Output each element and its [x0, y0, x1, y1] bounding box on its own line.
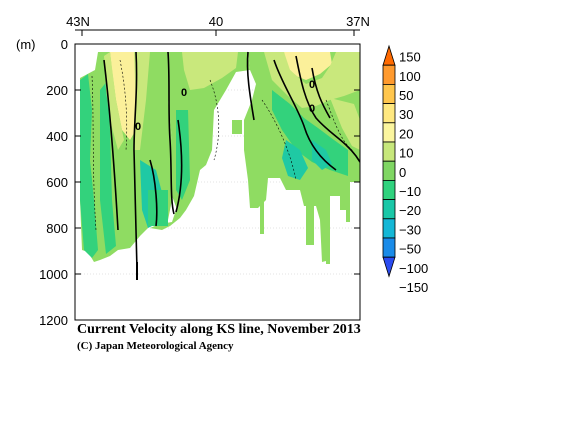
y-tick-label: 1200 [39, 313, 68, 328]
contour-lines [103, 51, 360, 280]
y-axis-ticks-right [354, 43, 360, 275]
colorbar-label: 100 [399, 69, 421, 84]
colorbar-band [382, 84, 396, 105]
field-east-strip3 [326, 196, 330, 264]
x-tick-label-1: 40 [209, 14, 223, 29]
colorbar-band [382, 141, 396, 162]
colorbar-label: 30 [399, 107, 413, 122]
x-tick-label-2: 37N [346, 14, 370, 29]
field-low-block2 [148, 190, 168, 226]
chart-title: Current Velocity along KS line, November… [77, 322, 361, 337]
contour-label: 0 [309, 79, 315, 91]
contour-label: 0 [135, 121, 141, 133]
field-east-teal [282, 140, 308, 180]
contour-lines-thin [91, 59, 353, 231]
contour-label: 0 [309, 103, 315, 115]
colorbar-label: 50 [399, 88, 413, 103]
colorbar-label: −100 [399, 261, 428, 276]
x-tick-label-0: 43N [66, 14, 90, 29]
colorbar-label: 20 [399, 126, 413, 141]
contour-label: 0 [181, 87, 187, 99]
y-axis-ticks [75, 43, 81, 321]
colorbar-label: −10 [399, 184, 421, 199]
colorbar-band [382, 256, 396, 278]
field-mid-patch [232, 120, 242, 134]
credit-text: (C) Japan Meteorological Agency [77, 340, 234, 352]
field-west-green2 [100, 80, 116, 254]
field-east-strip [260, 200, 264, 234]
y-tick-label: 200 [46, 83, 68, 98]
field-east-yellowgreen [264, 52, 360, 108]
colorbar-band [382, 199, 396, 220]
colorbar-band [382, 64, 396, 85]
colorbar-band [382, 103, 396, 124]
y-tick-label: 800 [46, 221, 68, 236]
colorbar-band [382, 237, 396, 258]
colorbar-label: 150 [399, 50, 421, 65]
field-east-strip4 [346, 188, 350, 222]
colorbar-label: 0 [399, 165, 406, 180]
y-tick-label: 1000 [39, 267, 68, 282]
field-west-yellow [110, 52, 138, 140]
y-tick-label: 0 [61, 37, 68, 52]
y-unit-label: (m) [16, 37, 36, 52]
colorbar-label: −30 [399, 222, 421, 237]
colorbar-band [382, 44, 396, 66]
field-west-green [80, 74, 98, 258]
colorbar-label: −150 [399, 280, 428, 295]
colorbar-band [382, 218, 396, 239]
colorbar-band [382, 122, 396, 143]
colorbar-label: −50 [399, 242, 421, 257]
colorbar [382, 44, 396, 278]
y-tick-label: 400 [46, 129, 68, 144]
field-mid-yellow [182, 52, 238, 90]
field-east-green [272, 90, 348, 176]
colorbar-label: −20 [399, 203, 421, 218]
field-west-yellowgreen [104, 52, 124, 150]
velocity-field [80, 51, 360, 280]
field-east-strip2 [306, 205, 314, 245]
colorbar-band [382, 179, 396, 200]
field-west-yellowgreen2 [134, 52, 150, 150]
field-east-yellowgreen2 [330, 98, 360, 150]
colorbar-label: 10 [399, 146, 413, 161]
y-tick-label: 600 [46, 175, 68, 190]
top-axis-ticks [81, 30, 355, 36]
colorbar-band [382, 160, 396, 181]
